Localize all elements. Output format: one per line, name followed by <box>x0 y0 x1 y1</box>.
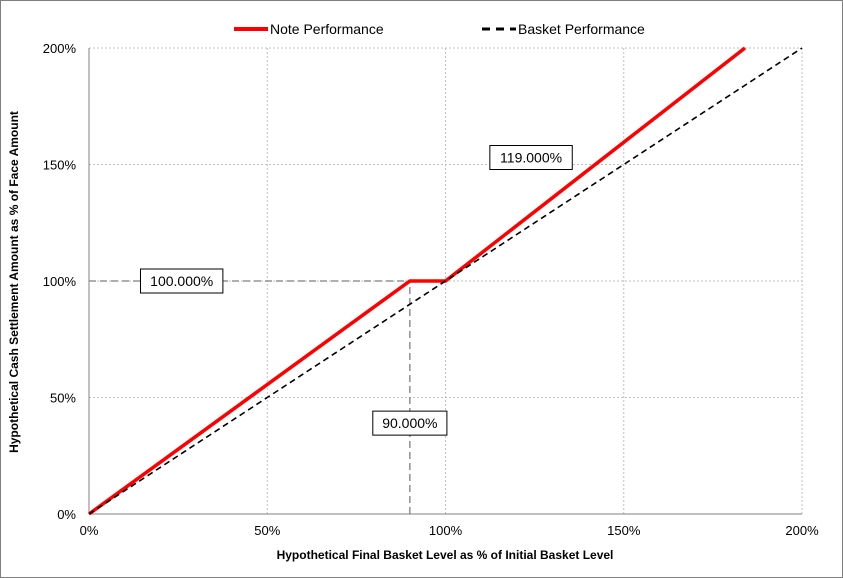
y-tick-label: 100% <box>43 274 77 289</box>
y-tick-label: 0% <box>57 507 76 522</box>
annotation-box <box>372 410 448 436</box>
annotation-100-000: 100.000% <box>139 268 224 294</box>
annotation-label: 100.000% <box>150 273 213 289</box>
series-lines <box>87 46 803 516</box>
y-tick-label: 150% <box>43 158 77 173</box>
gridlines <box>88 47 803 515</box>
x-tick-label: 0% <box>80 523 99 538</box>
annotation-box <box>139 268 224 294</box>
x-tick-label: 50% <box>254 523 280 538</box>
x-axis-title: Hypothetical Final Basket Level as % of … <box>277 548 614 562</box>
x-tick-label: 150% <box>607 523 641 538</box>
series-line-basket-performance <box>88 47 803 515</box>
reference-lines <box>89 280 411 514</box>
y-tick-label: 50% <box>50 391 76 406</box>
legend-item-note-performance: Note Performance <box>234 21 384 37</box>
legend-label: Basket Performance <box>518 21 645 37</box>
legend-label: Note Performance <box>270 21 384 37</box>
series-line-note-performance <box>87 46 747 516</box>
x-tick-label: 200% <box>785 523 819 538</box>
legend: Note Performance Basket Performance <box>234 21 645 37</box>
annotation-90-000: 90.000% <box>372 410 448 436</box>
annotation-label: 119.000% <box>500 150 562 166</box>
tick-labels: 0% 50% 100% 150% 200% 0% 50% 100% 150% 200% <box>43 41 819 538</box>
y-axis-title: Hypothetical Cash Settlement Amount as %… <box>7 111 21 453</box>
annotation-label: 90.000% <box>382 415 437 431</box>
annotation-119-000: 119.000% <box>489 145 573 171</box>
annotations: 100.000% 90.000% 119.000% <box>139 145 573 436</box>
legend-item-basket-performance: Basket Performance <box>482 21 645 37</box>
x-tick-label: 100% <box>429 523 463 538</box>
annotation-box <box>489 145 573 171</box>
y-tick-label: 200% <box>43 41 77 56</box>
